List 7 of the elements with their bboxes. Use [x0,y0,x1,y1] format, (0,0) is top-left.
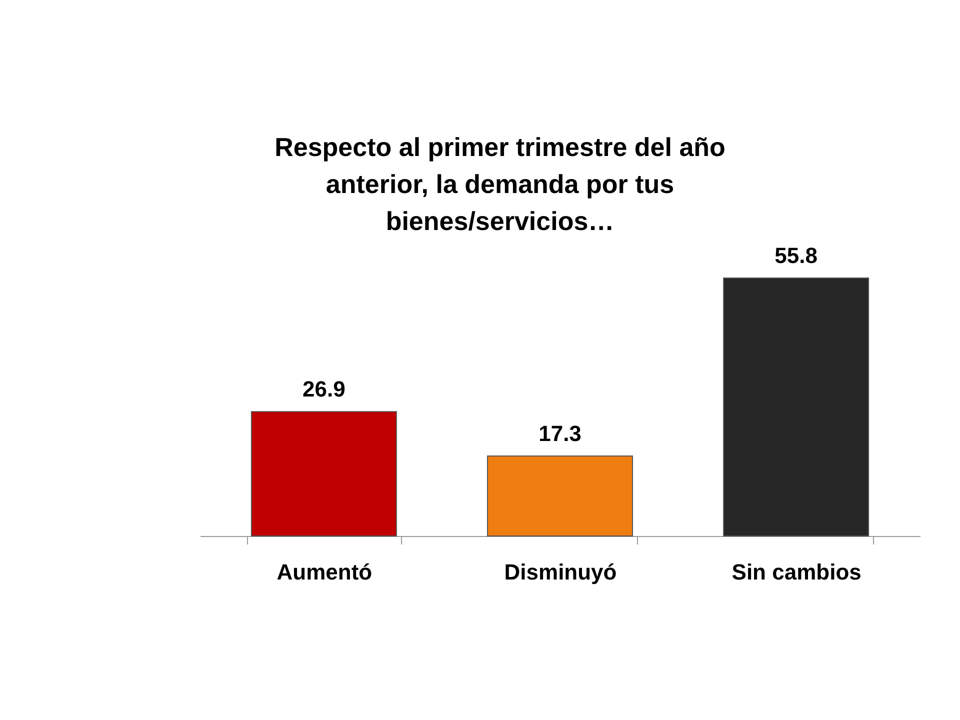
x-tick-label: Sin cambios [732,560,862,584]
chart-title: Respecto al primer trimestre del año anterior, la demanda por tus bienes/servicios… [274,132,726,236]
data-label: 17.3 [538,421,582,446]
data-label: 55.8 [774,243,818,268]
x-tick-label: Disminuyó [504,560,617,584]
data-label: 26.9 [302,376,346,402]
x-tick-label: Aumentó [276,560,372,584]
